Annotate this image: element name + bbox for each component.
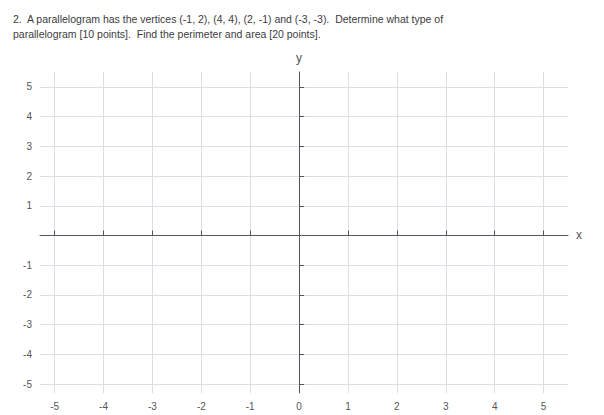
svg-text:-5: -5: [50, 401, 59, 412]
svg-text:2: 2: [394, 401, 400, 412]
svg-text:1: 1: [345, 401, 351, 412]
svg-text:-3: -3: [148, 401, 157, 412]
svg-text:3: 3: [26, 141, 32, 152]
svg-text:-4: -4: [23, 349, 32, 360]
svg-text:2: 2: [26, 171, 32, 182]
svg-text:x: x: [576, 228, 582, 242]
svg-text:4: 4: [492, 401, 498, 412]
svg-text:-3: -3: [23, 319, 32, 330]
svg-text:1: 1: [26, 200, 32, 211]
svg-text:-1: -1: [23, 260, 32, 271]
svg-text:-2: -2: [197, 401, 206, 412]
svg-text:y: y: [296, 51, 302, 65]
svg-text:5: 5: [541, 401, 547, 412]
svg-text:parallelogram [10 points]. Fi: parallelogram [10 points]. Find the peri…: [13, 28, 321, 40]
svg-text:-5: -5: [23, 379, 32, 390]
svg-text:4: 4: [26, 111, 32, 122]
svg-text:-1: -1: [246, 401, 255, 412]
svg-text:-4: -4: [99, 401, 108, 412]
svg-text:2. A parallelogram has the ve: 2. A parallelogram has the vertices (-1,…: [13, 13, 443, 25]
svg-text:5: 5: [26, 81, 32, 92]
svg-text:3: 3: [443, 401, 449, 412]
svg-text:-2: -2: [23, 289, 32, 300]
svg-text:0: 0: [296, 401, 302, 412]
